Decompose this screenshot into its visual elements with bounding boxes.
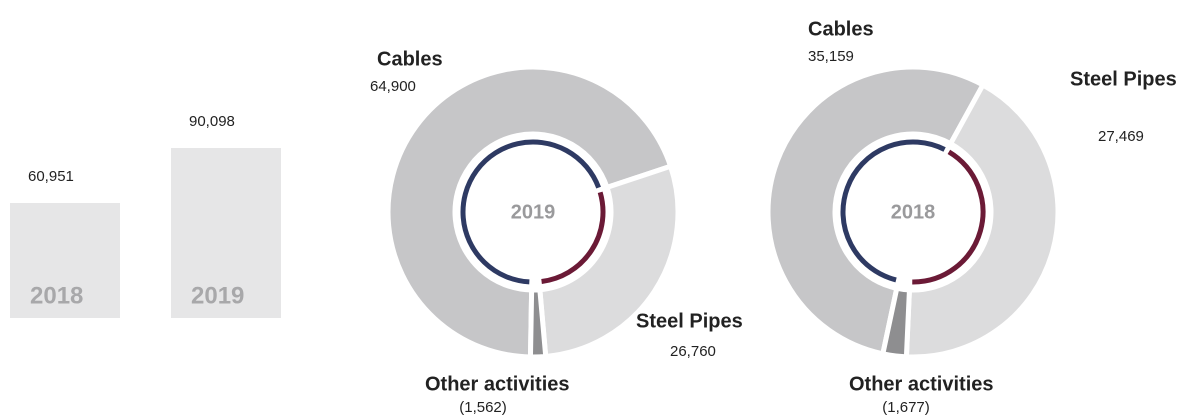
donut-segment (537, 163, 681, 360)
segment-value: (1,562) (459, 399, 507, 416)
inner-ring-arc (900, 278, 908, 285)
donut-segment (903, 81, 1061, 360)
bar (171, 148, 281, 318)
segment-value: 64,900 (370, 78, 416, 95)
donut-segment (765, 64, 987, 357)
value-label: 90,098 (189, 113, 235, 130)
inner-ring-arc (912, 149, 986, 285)
value-label: 60,951 (28, 168, 74, 185)
segment-name: Steel Pipes (636, 310, 743, 332)
segment-name: Steel Pipes (1070, 68, 1177, 90)
inner-ring-arc (541, 191, 606, 284)
segment-name: Cables (808, 18, 874, 40)
inner-ring-arc (460, 139, 601, 285)
segment-name: Other activities (425, 373, 570, 395)
inner-ring-arc (840, 139, 946, 283)
segment-value: 26,760 (670, 343, 716, 360)
segment-value: 35,159 (808, 48, 854, 65)
donut-segment (527, 286, 549, 360)
segment-name: Other activities (849, 373, 994, 395)
center-label: 2019 (511, 201, 556, 223)
segment-name: Cables (377, 48, 443, 70)
center-label: 2018 (891, 201, 936, 223)
bar (10, 202, 120, 318)
donut-segment (385, 64, 674, 360)
segment-value: (1,677) (882, 399, 930, 416)
donut-segment (879, 285, 913, 360)
bar-category: 2019 (191, 282, 244, 309)
bar-category: 2018 (30, 282, 83, 309)
segment-value: 27,469 (1098, 128, 1144, 145)
